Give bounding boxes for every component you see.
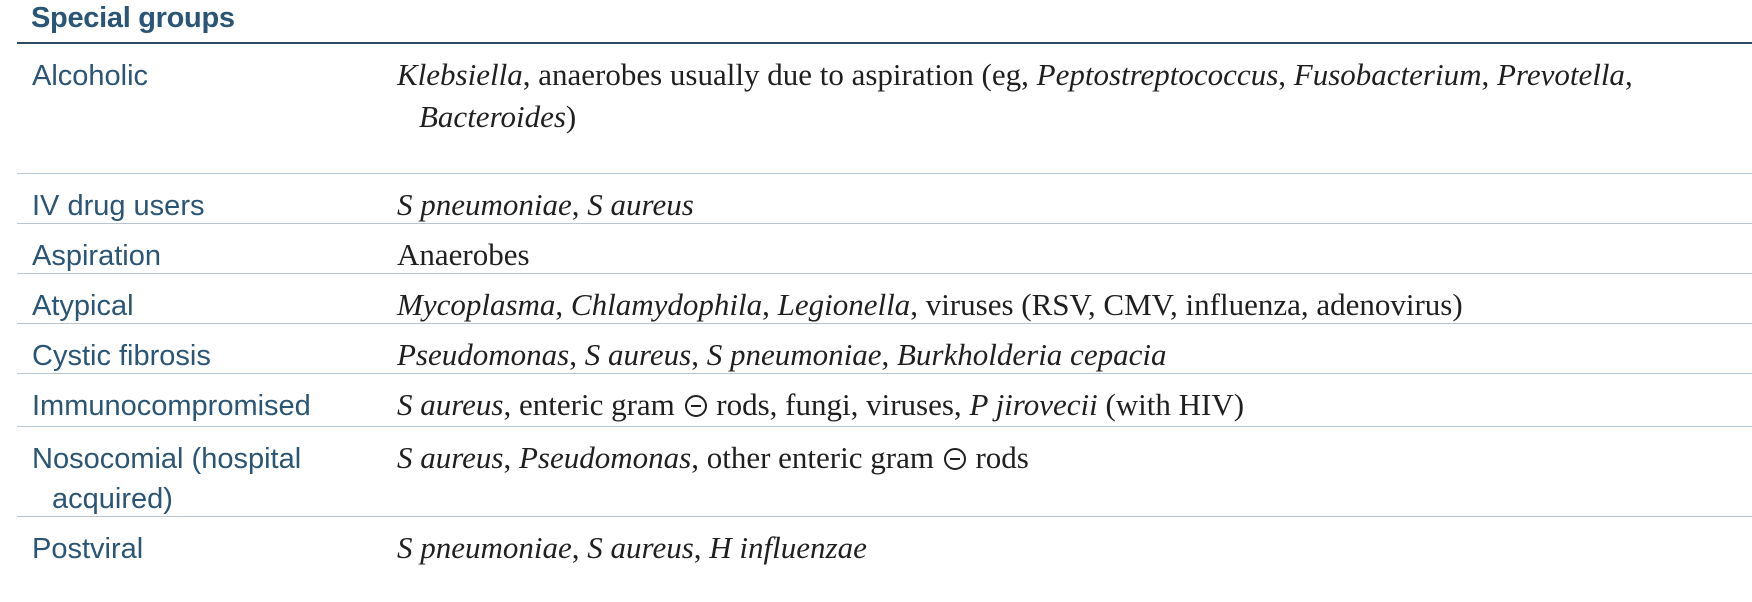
organisms-text: S aureus, enteric gram rods, fungi, viru… (397, 384, 1752, 426)
group-label: Cystic fibrosis (32, 340, 211, 372)
organisms-cell: Pseudomonas, S aureus, S pneumoniae, Bur… (397, 324, 1752, 373)
group-label: Postviral (32, 533, 144, 565)
table-row: Nosocomial (hospital acquired) S aureus,… (17, 427, 1752, 517)
organism-name: Mycoplasma (397, 287, 556, 322)
group-cell: IV drug users (17, 174, 397, 223)
group-label: IV drug users (32, 190, 205, 222)
organism-text: rods (967, 440, 1029, 475)
organism-name: S pneumoniae (397, 187, 572, 222)
organisms-cell: S aureus, enteric gram rods, fungi, viru… (397, 374, 1752, 426)
gram-negative-icon (684, 395, 707, 417)
organism-text: , viruses (RSV, CMV, influenza, adenovir… (910, 287, 1463, 322)
group-cell: Immunocompromised (17, 374, 397, 426)
organisms-text: Klebsiella, anaerobes usually due to asp… (397, 54, 1752, 138)
organism-text: ) (565, 99, 577, 134)
table-row: Alcoholic Klebsiella, anaerobes usually … (17, 44, 1752, 174)
organism-name: P jirovecii (969, 387, 1098, 422)
organism-name: H influenzae (709, 530, 867, 565)
group-label: Alcoholic (32, 60, 149, 92)
table-row: IV drug users S pneumoniae, S aureus (17, 174, 1752, 224)
group-label: Nosocomial (hospital acquired) (32, 443, 302, 515)
organism-text: (with HIV) (1097, 387, 1245, 422)
organism-text: , (571, 187, 588, 222)
organism-text: , (555, 287, 571, 322)
organism-name: S pneumoniae (706, 337, 882, 372)
table-row: Aspiration Anaerobes (17, 224, 1752, 274)
table-header: Special groups (17, 0, 1752, 44)
table-row: Atypical Mycoplasma, Chlamydophila, Legi… (17, 274, 1752, 324)
organism-text: , other enteric gram (691, 440, 942, 475)
organism-name: Fusobacterium (1293, 57, 1482, 92)
organism-text: Anaerobes (397, 237, 530, 272)
organisms-text: S pneumoniae, S aureus, H influenzae (397, 527, 1752, 569)
organisms-cell: Mycoplasma, Chlamydophila, Legionella, v… (397, 274, 1752, 323)
organism-name: Peptostreptococcus (1036, 57, 1279, 92)
organisms-cell: S pneumoniae, S aureus, H influenzae (397, 517, 1752, 573)
group-cell: Postviral (17, 517, 397, 573)
organism-text: , (693, 530, 710, 565)
group-cell: Aspiration (17, 224, 397, 273)
table-row: Cystic fibrosis Pseudomonas, S aureus, S… (17, 324, 1752, 374)
organisms-cell: Klebsiella, anaerobes usually due to asp… (397, 44, 1752, 173)
special-groups-table: Special groups Alcoholic Klebsiella, ana… (17, 0, 1752, 573)
organism-name: Klebsiella (397, 57, 523, 92)
organism-text: , (762, 287, 778, 322)
table-title: Special groups (31, 2, 235, 34)
organisms-text: Mycoplasma, Chlamydophila, Legionella, v… (397, 284, 1752, 326)
group-label: Immunocompromised (32, 390, 311, 422)
organism-text: rods, fungi, viruses, (708, 387, 970, 422)
organisms-cell: S aureus, Pseudomonas, other enteric gra… (397, 427, 1752, 516)
organism-text: , (569, 337, 585, 372)
organisms-text: Anaerobes (397, 234, 1752, 276)
organism-name: S pneumoniae (397, 530, 572, 565)
organism-text: , (1624, 57, 1633, 92)
organism-text: , (503, 440, 519, 475)
organism-name: S aureus (397, 387, 504, 422)
organism-text: , (1278, 57, 1294, 92)
organism-text: , anaerobes usually due to aspiration (e… (522, 57, 1037, 92)
organisms-text: S aureus, Pseudomonas, other enteric gra… (397, 437, 1752, 479)
organism-name: Chlamydophila (570, 287, 763, 322)
organisms-text: Pseudomonas, S aureus, S pneumoniae, Bur… (397, 334, 1752, 376)
group-label: Atypical (32, 290, 134, 322)
organism-name: Legionella (777, 287, 911, 322)
group-cell: Alcoholic (17, 44, 397, 173)
organisms-cell: Anaerobes (397, 224, 1752, 273)
group-label: Aspiration (32, 240, 161, 272)
organism-text: , (571, 530, 588, 565)
table-row: Postviral S pneumoniae, S aureus, H infl… (17, 517, 1752, 573)
organism-name: S aureus (584, 337, 692, 372)
organism-name: Prevotella (1496, 57, 1625, 92)
group-cell: Nosocomial (hospital acquired) (17, 427, 397, 516)
gram-negative-icon (943, 448, 966, 470)
organisms-text: S pneumoniae, S aureus (397, 184, 1752, 226)
organism-name: S aureus (587, 187, 694, 222)
organism-text: , enteric gram (503, 387, 683, 422)
table-row: Immunocompromised S aureus, enteric gram… (17, 374, 1752, 427)
group-cell: Cystic fibrosis (17, 324, 397, 373)
organism-text: , (691, 337, 707, 372)
organism-name: Pseudomonas (397, 337, 570, 372)
organism-text: , (1481, 57, 1497, 92)
organism-name: Pseudomonas (519, 440, 692, 475)
organism-name: S aureus (397, 440, 504, 475)
organism-name: Bacteroides (419, 99, 566, 134)
group-cell: Atypical (17, 274, 397, 323)
organism-text: , (881, 337, 897, 372)
organism-name: Burkholderia cepacia (897, 337, 1167, 372)
organism-name: S aureus (587, 530, 694, 565)
organisms-cell: S pneumoniae, S aureus (397, 174, 1752, 223)
